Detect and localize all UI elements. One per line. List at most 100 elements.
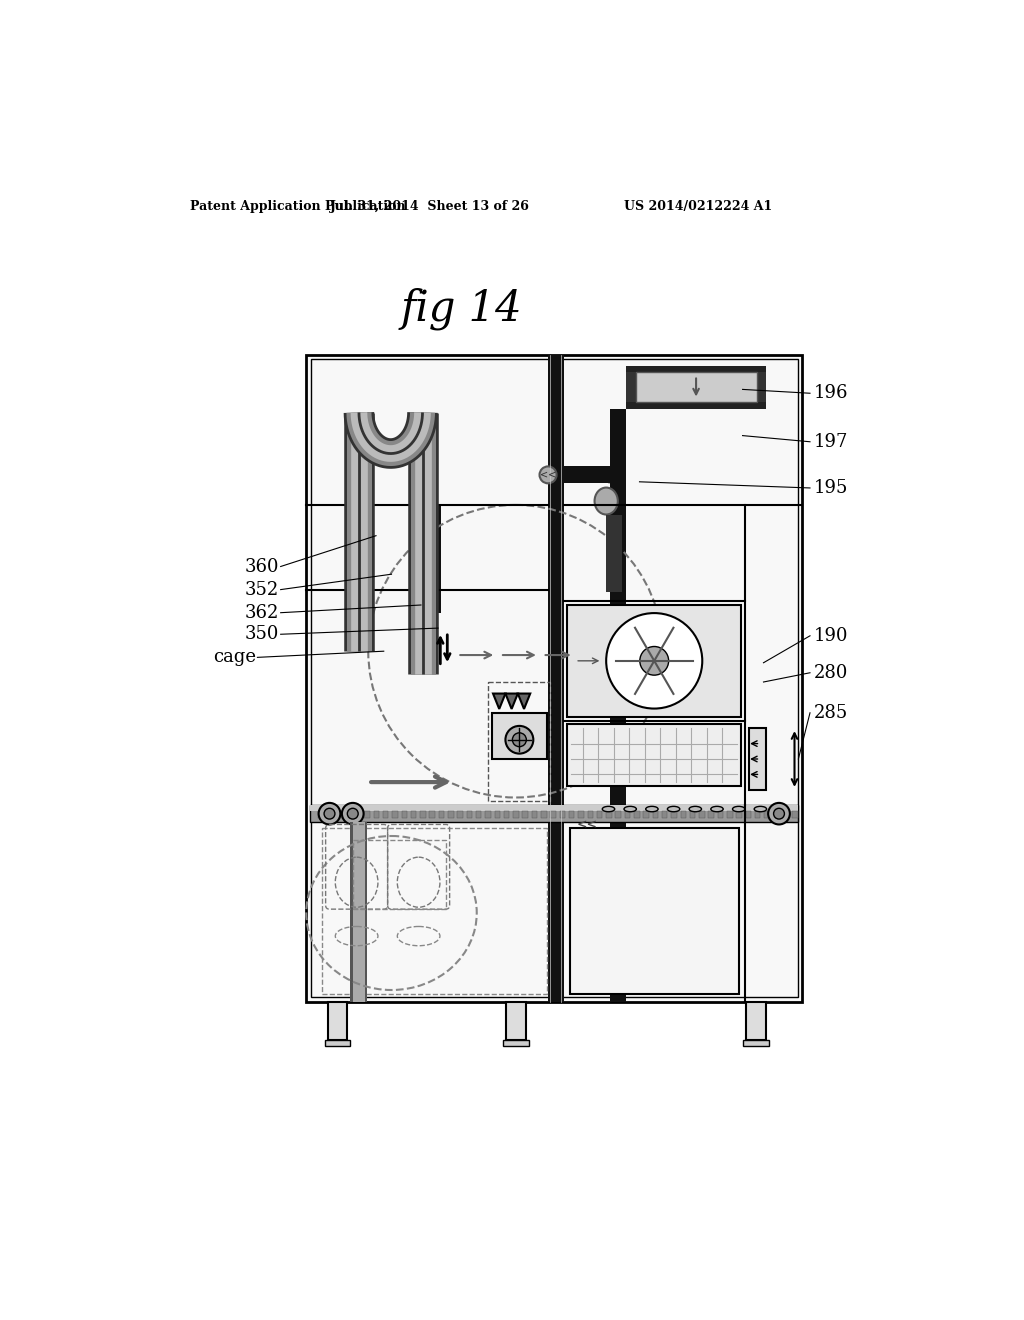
Circle shape	[324, 808, 335, 818]
Bar	[615, 812, 621, 817]
Circle shape	[347, 808, 358, 818]
Circle shape	[768, 803, 790, 825]
Bar	[597, 812, 602, 817]
Bar	[328, 1002, 347, 1040]
Bar	[627, 372, 636, 403]
Bar	[429, 812, 435, 817]
Bar	[793, 812, 798, 817]
Text: 285: 285	[814, 704, 848, 722]
Bar	[531, 812, 538, 817]
Bar	[392, 812, 397, 817]
Bar	[476, 812, 481, 817]
Bar	[350, 822, 368, 1002]
Text: <<: <<	[577, 818, 597, 832]
Ellipse shape	[668, 807, 680, 812]
Bar	[652, 812, 658, 817]
Bar	[328, 812, 333, 817]
Bar	[606, 515, 622, 591]
Ellipse shape	[646, 807, 658, 812]
Bar	[643, 812, 649, 817]
Bar	[306, 355, 802, 1002]
Circle shape	[506, 726, 534, 754]
Bar	[755, 812, 761, 817]
Bar	[310, 805, 799, 812]
Bar	[432, 506, 441, 612]
Bar	[310, 805, 799, 822]
Bar	[773, 812, 779, 817]
Polygon shape	[493, 693, 506, 709]
Bar	[467, 812, 472, 817]
Bar	[449, 812, 454, 817]
Bar	[420, 812, 426, 817]
Bar	[355, 812, 360, 817]
Bar	[458, 812, 463, 817]
Bar	[485, 812, 490, 817]
Bar	[337, 812, 342, 817]
Bar	[709, 812, 714, 817]
Text: Patent Application Publication: Patent Application Publication	[190, 199, 406, 213]
Text: 280: 280	[814, 664, 848, 681]
Bar	[681, 812, 686, 817]
Bar	[506, 1002, 525, 1040]
Bar	[567, 725, 741, 785]
Text: US 2014/0212224 A1: US 2014/0212224 A1	[624, 199, 772, 213]
Bar	[401, 812, 407, 817]
Bar	[699, 812, 705, 817]
Bar	[522, 812, 528, 817]
Bar	[606, 812, 611, 817]
Ellipse shape	[602, 807, 614, 812]
Text: 197: 197	[814, 433, 848, 450]
Bar	[569, 812, 574, 817]
Bar	[627, 403, 766, 409]
Bar	[488, 682, 550, 801]
Bar	[610, 412, 626, 1002]
Bar	[690, 812, 695, 817]
Bar	[625, 812, 630, 817]
Text: cage: cage	[213, 648, 256, 667]
Ellipse shape	[732, 807, 744, 812]
Bar	[718, 812, 723, 817]
Circle shape	[318, 803, 340, 825]
Bar	[352, 822, 366, 1002]
Bar	[317, 812, 324, 817]
Bar	[662, 812, 668, 817]
Bar	[736, 812, 741, 817]
Ellipse shape	[689, 807, 701, 812]
Bar	[346, 812, 351, 817]
Bar	[636, 372, 757, 403]
Bar	[411, 812, 417, 817]
Bar	[757, 372, 766, 403]
Bar	[560, 812, 565, 817]
Circle shape	[773, 808, 784, 818]
Bar	[352, 840, 445, 909]
Bar	[503, 1040, 528, 1047]
Bar	[567, 605, 741, 717]
Text: 350: 350	[245, 626, 280, 643]
Text: fig 14: fig 14	[400, 288, 522, 330]
Circle shape	[512, 733, 526, 747]
Bar	[743, 1040, 769, 1047]
Circle shape	[606, 612, 702, 709]
Bar	[504, 812, 509, 817]
Bar	[746, 1002, 766, 1040]
Bar	[764, 812, 770, 817]
Bar	[672, 812, 677, 817]
Bar	[548, 466, 626, 483]
Bar	[374, 812, 379, 817]
Bar	[383, 812, 388, 817]
Ellipse shape	[711, 807, 723, 812]
Text: 195: 195	[814, 479, 848, 496]
Text: 196: 196	[814, 384, 848, 403]
Bar	[438, 812, 444, 817]
Bar	[548, 355, 563, 1002]
Bar	[569, 829, 738, 994]
Bar	[627, 367, 766, 372]
Bar	[311, 359, 798, 997]
Bar	[541, 812, 547, 817]
Ellipse shape	[755, 807, 767, 812]
Text: <<: <<	[540, 470, 556, 480]
Bar	[513, 812, 518, 817]
Text: 190: 190	[814, 627, 848, 644]
Circle shape	[601, 466, 618, 483]
Bar	[495, 812, 500, 817]
